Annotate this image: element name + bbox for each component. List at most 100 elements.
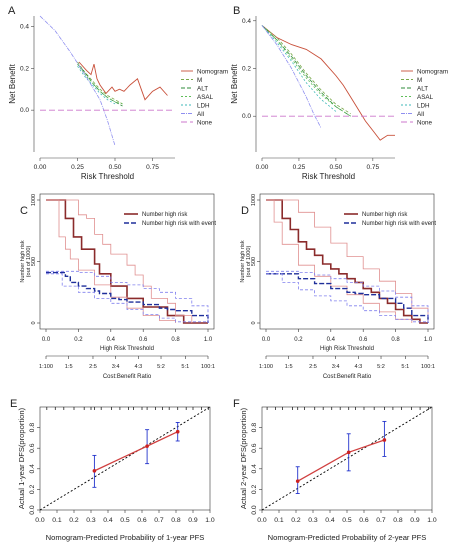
x-tick-label: 1.0 [204, 337, 213, 343]
x2-axis-label: Cost:Benefit Ratio [323, 374, 372, 380]
y-tick-label: 0.6 [29, 443, 36, 453]
y-tick-label: 1000 [251, 194, 257, 206]
legend-entry: LDH [417, 102, 430, 109]
x-tick-label: 0.9 [410, 517, 420, 524]
series-line [46, 271, 209, 323]
data-point [346, 450, 351, 455]
legend-entry: M [417, 77, 422, 84]
y-tick-label: 500 [31, 257, 37, 266]
panel-d: D 0.0 0.2 0.4 0.6 0.8 1.0 0 500 1000 High Risk Thr… [240, 193, 436, 380]
y-axis-label: Net Benefit [230, 63, 239, 103]
x2-tick-label: 3:4 [112, 364, 120, 370]
x2-tick-label: 100:1 [201, 364, 215, 370]
x2-tick-label: 3:4 [332, 364, 340, 370]
y-tick-label: 0 [31, 321, 37, 324]
x2-tick-label: 5:2 [377, 364, 385, 370]
legend-entry: ASAL [197, 94, 214, 101]
x2-tick-label: 100:1 [421, 364, 435, 370]
x-tick-label: 0.3 [308, 517, 318, 524]
series-line-nomogram [261, 25, 395, 141]
x2-tick-label: 4:3 [354, 364, 362, 370]
data-point [92, 469, 97, 473]
ideal-diagonal-line [39, 406, 211, 511]
data-point [295, 479, 300, 483]
calibration-line [297, 439, 385, 482]
y-tick-label: 0.2 [242, 65, 251, 72]
x-tick-label: 0.2 [294, 337, 303, 343]
data-point [382, 438, 387, 442]
series-line-all [39, 15, 116, 146]
y-axis-label: Actual 1-year DFS(proportion) [17, 407, 26, 509]
legend-entry: Number high risk with event [142, 221, 216, 227]
y-tick-label: 0.0 [251, 505, 258, 515]
calibration-line [94, 431, 178, 472]
y-tick-label: 0.0 [242, 113, 251, 120]
x-tick-label: 0.4 [325, 517, 335, 524]
legend-entry: ALT [417, 85, 428, 92]
x-tick-label: 0.0 [35, 517, 45, 524]
legend-entry: Number high risk [362, 212, 408, 218]
legend-entry: None [417, 119, 433, 126]
x-tick-label: 0.1 [52, 517, 62, 524]
data-point [145, 444, 149, 448]
x-tick-label: 0.0 [257, 517, 267, 524]
x-tick-label: 0.4 [107, 337, 116, 343]
x-tick-label: 0.7 [154, 517, 164, 524]
x-tick-label: 0.0 [262, 337, 271, 343]
x-axis-label: Risk Threshold [81, 172, 134, 181]
panel-e: E 0.0 0.1 0.2 0.3 0.4 0.5 0.6 0.7 0.8 0.9 1.0 0.0 0.2… [10, 398, 215, 542]
series-line [266, 199, 428, 324]
legend-entry: All [197, 111, 204, 118]
x-tick-label: 0.8 [171, 337, 180, 343]
x-axis-label: Risk Threshold [302, 172, 355, 181]
x2-tick-label: 1:5 [285, 364, 293, 370]
panel-a: A 0.00 0.25 0.50 0.75 0.0 0.2 0.4 Risk Threshold… [8, 5, 228, 181]
x-tick-label: 0.3 [86, 517, 96, 524]
x-axis-label: Nomogram-Predicted Probability of 2-year… [268, 533, 427, 542]
series-line-asal [77, 63, 123, 105]
series-line-asal [261, 25, 351, 117]
series-line-alt [261, 25, 351, 117]
ci-band-line [266, 273, 429, 323]
x-tick-label: 0.5 [342, 517, 352, 524]
x-axis-label: High Risk Threshold [100, 346, 154, 352]
x-tick-label: 0.6 [137, 517, 147, 524]
x2-tick-label: 5:1 [401, 364, 409, 370]
panel-label: C [20, 205, 28, 217]
y-tick-label: 0.2 [20, 65, 29, 72]
ci-band-line [46, 273, 209, 323]
x-tick-label: 1.0 [424, 337, 433, 343]
y-tick-label: 0.4 [251, 464, 258, 474]
y-tick-label: 0.0 [29, 505, 36, 515]
panel-label: D [241, 205, 249, 217]
legend-entry: Nomogram [417, 68, 448, 75]
x-tick-label: 0.6 [359, 337, 368, 343]
series-line-m [77, 61, 123, 105]
panel-c: C 0.0 0.2 0.4 0.6 0.8 1.0 0 500 1000 High Risk Thr… [20, 193, 216, 380]
y-tick-label: 0.8 [251, 423, 258, 433]
panel-label: A [8, 5, 16, 17]
y-tick-label: 0.4 [242, 18, 251, 25]
panel-f: F 0.0 0.1 0.2 0.3 0.4 0.5 0.6 0.7 0.8 0.9 1.0 0.0 0.2… [233, 398, 437, 542]
x2-tick-label: 1:100 [39, 364, 53, 370]
y-tick-label: 0.6 [251, 443, 258, 453]
x2-tick-label: 1:5 [65, 364, 73, 370]
y-axis-label: Net Benefit [8, 63, 17, 103]
legend-entry: LDH [197, 102, 210, 109]
ci-band-line [46, 199, 177, 323]
ci-band-line [266, 199, 429, 323]
series-line-m [261, 25, 351, 115]
y-tick-label: 0.4 [20, 23, 29, 30]
y-axis-label-line2: (out of 1000) [246, 246, 252, 278]
y-tick-label: 0.0 [20, 107, 29, 114]
x2-tick-label: 4:3 [134, 364, 142, 370]
data-point [175, 429, 180, 434]
x-tick-label: 0.8 [391, 337, 400, 343]
ideal-diagonal-line [261, 406, 433, 511]
series-line-ldh [77, 65, 116, 105]
x-tick-label: 0.8 [393, 517, 403, 524]
y-tick-label: 500 [251, 257, 257, 266]
x-tick-label: 0.75 [146, 164, 159, 171]
y-axis-label: Actual 2-year DFS(proportion) [239, 407, 248, 509]
x-tick-label: 0.2 [291, 517, 301, 524]
